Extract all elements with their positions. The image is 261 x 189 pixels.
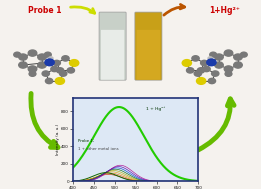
Text: 1 + Hg²⁺: 1 + Hg²⁺ xyxy=(146,106,165,111)
Circle shape xyxy=(62,56,69,61)
Circle shape xyxy=(240,52,247,57)
Text: Probe 1;: Probe 1; xyxy=(78,139,94,143)
Circle shape xyxy=(53,60,60,66)
Circle shape xyxy=(38,62,46,68)
Circle shape xyxy=(56,68,64,73)
Circle shape xyxy=(28,66,37,72)
Circle shape xyxy=(51,66,58,72)
Circle shape xyxy=(197,68,205,73)
Circle shape xyxy=(224,50,233,56)
Circle shape xyxy=(215,54,223,60)
Circle shape xyxy=(38,54,46,60)
Circle shape xyxy=(215,62,223,68)
Circle shape xyxy=(197,78,206,84)
Circle shape xyxy=(49,57,53,60)
Text: Probe 1: Probe 1 xyxy=(28,6,61,15)
Circle shape xyxy=(194,71,201,76)
FancyBboxPatch shape xyxy=(101,30,124,80)
Circle shape xyxy=(208,78,216,84)
Circle shape xyxy=(187,68,194,73)
Circle shape xyxy=(69,60,79,66)
Circle shape xyxy=(14,52,21,57)
Circle shape xyxy=(182,60,192,66)
Circle shape xyxy=(201,60,208,66)
Circle shape xyxy=(203,66,210,72)
Text: 1 + other metal ions: 1 + other metal ions xyxy=(78,147,119,151)
Circle shape xyxy=(234,62,242,68)
Text: 1+Hg²⁺: 1+Hg²⁺ xyxy=(209,6,240,15)
Circle shape xyxy=(224,66,233,72)
Circle shape xyxy=(45,78,53,84)
Circle shape xyxy=(212,71,219,76)
Circle shape xyxy=(207,59,216,66)
Circle shape xyxy=(225,71,232,76)
Circle shape xyxy=(234,54,242,60)
Circle shape xyxy=(29,71,36,76)
Y-axis label: Intensity (a. u.): Intensity (a. u.) xyxy=(56,124,60,156)
Circle shape xyxy=(19,62,27,68)
Circle shape xyxy=(44,52,51,57)
FancyBboxPatch shape xyxy=(137,30,160,80)
FancyBboxPatch shape xyxy=(99,12,126,80)
FancyBboxPatch shape xyxy=(135,12,162,80)
Circle shape xyxy=(60,71,67,76)
Circle shape xyxy=(28,50,37,56)
Circle shape xyxy=(210,52,217,57)
Circle shape xyxy=(19,54,27,60)
Circle shape xyxy=(208,57,212,60)
Circle shape xyxy=(55,78,64,84)
Circle shape xyxy=(45,59,54,66)
Circle shape xyxy=(42,71,49,76)
Circle shape xyxy=(192,56,199,61)
Circle shape xyxy=(67,68,74,73)
